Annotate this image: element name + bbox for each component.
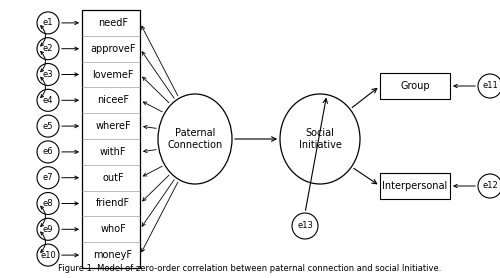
Circle shape [37,89,59,111]
Text: Interpersonal: Interpersonal [382,181,448,191]
Bar [82,10,140,268]
Text: moneyF: moneyF [94,250,132,260]
Bar [380,73,450,99]
Text: Figure 1. Model of zero-order correlation between paternal connection and social: Figure 1. Model of zero-order correlatio… [58,264,442,273]
Text: e13: e13 [297,222,313,230]
Text: outF: outF [102,173,124,183]
Circle shape [292,213,318,239]
Text: e10: e10 [40,250,56,260]
Text: whereF: whereF [95,121,131,131]
Text: withF: withF [100,147,126,157]
Text: Social
Initiative: Social Initiative [298,128,342,150]
Text: lovemeF: lovemeF [92,70,134,80]
Ellipse shape [280,94,360,184]
Text: niceeF: niceeF [97,95,129,105]
Text: approveF: approveF [90,44,136,54]
Circle shape [37,244,59,266]
Circle shape [37,141,59,163]
Text: e9: e9 [43,225,53,234]
Ellipse shape [158,94,232,184]
Text: e1: e1 [43,18,53,28]
Text: Paternal
Connection: Paternal Connection [168,128,222,150]
FancyArrowPatch shape [40,206,46,227]
Text: e4: e4 [43,96,53,105]
Circle shape [37,115,59,137]
Circle shape [37,12,59,34]
Text: e3: e3 [42,70,54,79]
Text: e8: e8 [42,199,54,208]
Circle shape [37,167,59,189]
Text: e11: e11 [482,81,498,91]
Circle shape [37,38,59,60]
Text: e5: e5 [43,121,53,131]
FancyArrowPatch shape [40,77,46,98]
Text: e7: e7 [42,173,54,182]
Circle shape [478,74,500,98]
FancyArrowPatch shape [40,232,46,252]
Circle shape [478,174,500,198]
Text: Group: Group [400,81,430,91]
FancyArrowPatch shape [40,26,46,46]
Text: needF: needF [98,18,128,28]
Text: friendF: friendF [96,198,130,208]
Text: whoF: whoF [100,224,126,234]
Bar [380,173,450,199]
Text: e2: e2 [43,44,53,53]
Circle shape [37,192,59,215]
Circle shape [37,218,59,240]
Circle shape [37,63,59,86]
FancyArrowPatch shape [40,51,46,72]
Text: e6: e6 [42,147,54,157]
Text: e12: e12 [482,182,498,190]
